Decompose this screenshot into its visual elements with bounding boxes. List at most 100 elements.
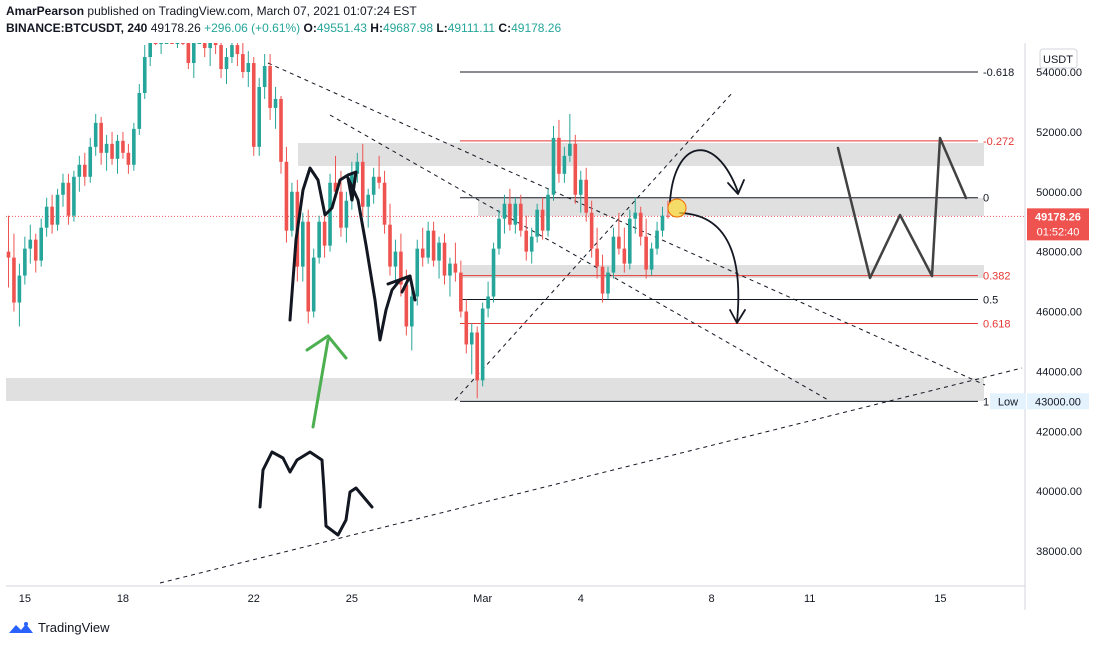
fib-label: -0.272 <box>983 136 1014 148</box>
candle <box>486 281 490 318</box>
candle-body <box>377 176 381 183</box>
candle <box>12 233 16 312</box>
candle <box>39 218 43 267</box>
open-label: O: <box>303 21 317 35</box>
candle-body <box>339 191 343 228</box>
x-tick-label: 15 <box>934 593 946 605</box>
y-tick-label: 40000.00 <box>1036 486 1082 498</box>
candle-body <box>415 248 420 297</box>
candle-body <box>83 164 87 177</box>
candle-body <box>230 45 234 58</box>
candle <box>573 134 578 204</box>
candles <box>6 43 670 399</box>
x-tick-label: 15 <box>19 593 31 605</box>
candle-body <box>551 137 556 195</box>
candle <box>77 155 82 192</box>
candle-body <box>202 43 207 49</box>
x-tick-label: 8 <box>708 593 714 605</box>
candle-body <box>88 146 93 177</box>
currency-label: USDT <box>1043 54 1073 66</box>
x-tick-label: 22 <box>248 593 260 605</box>
candle-body <box>410 296 414 327</box>
candle <box>148 43 152 67</box>
y-tick-label: 50000.00 <box>1036 187 1082 199</box>
price-axis[interactable]: 38000.00 40000.00 42000.00 44000.00 46000.00… <box>1036 67 1082 558</box>
author-name[interactable]: AmarPearson <box>6 4 85 18</box>
candle <box>568 113 572 162</box>
candle <box>491 242 496 303</box>
last-price: 49178.26 <box>150 21 201 35</box>
candle <box>431 221 436 267</box>
candle <box>224 48 229 84</box>
candle-body <box>649 248 654 270</box>
close-label: C: <box>498 21 512 35</box>
y-tick-label: 42000.00 <box>1036 426 1082 438</box>
candle <box>649 242 654 276</box>
x-tick-label: 18 <box>117 593 129 605</box>
trendline-down-1 <box>267 62 986 386</box>
time-axis[interactable]: 15 18 22 25 Mar 4 8 11 15 <box>19 593 947 605</box>
candle-body <box>142 57 147 93</box>
candle <box>186 43 191 70</box>
candle-body <box>442 242 447 276</box>
candle-body <box>508 203 512 225</box>
candle-body <box>93 122 98 147</box>
candle-body <box>77 164 82 177</box>
candle <box>66 173 71 225</box>
candle-body <box>137 92 142 129</box>
candle-body <box>546 194 550 231</box>
candle <box>437 236 441 279</box>
candle-body <box>317 221 321 258</box>
candle-body <box>371 176 376 195</box>
candle <box>410 287 414 351</box>
candle-body <box>573 143 578 195</box>
close-value: 49178.26 <box>511 21 562 35</box>
candle-body <box>388 224 392 267</box>
candle <box>72 170 76 222</box>
candle-body <box>110 143 114 159</box>
candle <box>197 43 202 44</box>
candle-body <box>224 57 229 70</box>
candle <box>415 239 420 306</box>
hand-drawings <box>258 136 968 537</box>
candle <box>88 137 93 183</box>
candle-body <box>606 272 610 294</box>
candle-body <box>197 43 202 44</box>
candle-body <box>519 203 523 231</box>
candle <box>181 43 185 46</box>
candle-body <box>322 221 327 246</box>
last-price-tag: 49178.26 01:52:40 <box>1027 208 1089 241</box>
candle-body <box>328 182 332 246</box>
candle <box>638 206 643 246</box>
up-arrow-drawing <box>386 274 412 294</box>
candle <box>660 206 665 237</box>
candle-body <box>290 191 294 231</box>
candle-body <box>99 122 103 153</box>
candle-body <box>437 242 441 261</box>
candle <box>546 188 550 237</box>
tradingview-footer[interactable]: TradingView <box>8 620 110 635</box>
candle <box>502 194 507 234</box>
candle-body <box>159 43 163 44</box>
candle-body <box>115 140 120 159</box>
candle-body <box>589 212 594 249</box>
candle-body <box>426 230 430 258</box>
candle <box>268 54 272 120</box>
trend-lines <box>159 62 1023 584</box>
fib-label: 1 <box>983 396 989 408</box>
candle-body <box>28 239 33 249</box>
currency-badge[interactable] <box>1039 48 1078 69</box>
candle <box>655 221 659 255</box>
candle-body <box>284 161 289 231</box>
projection-zigzag <box>836 136 968 280</box>
symbol-name[interactable]: BINANCE:BTCUSDT, 240 <box>6 21 148 35</box>
candle <box>153 43 158 46</box>
candle-body <box>72 176 76 216</box>
candle <box>164 43 169 44</box>
candle <box>28 224 33 264</box>
candle <box>213 43 218 55</box>
candle-body <box>301 221 305 267</box>
candle <box>99 116 103 165</box>
candle <box>23 236 27 285</box>
